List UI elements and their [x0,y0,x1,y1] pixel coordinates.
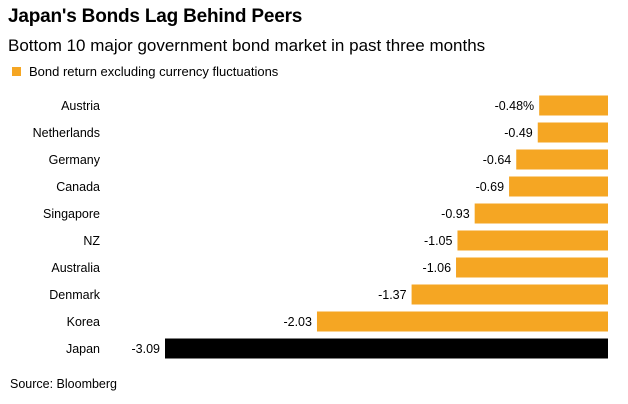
category-label: Australia [51,261,100,275]
category-label: Austria [61,99,100,113]
source-note: Source: Bloomberg [10,377,118,391]
legend: Bond return excluding currency fluctuati… [12,64,278,79]
value-label: -0.49 [504,126,533,140]
bar-singapore [474,203,608,224]
value-label: -0.64 [483,153,512,167]
value-label: -3.09 [132,342,161,356]
category-label: Canada [56,180,100,194]
chart-subtitle: Bottom 10 major government bond market i… [8,36,486,55]
category-label: NZ [83,234,100,248]
bar-japan [165,338,608,359]
category-label: Denmark [49,288,100,302]
value-label: -0.93 [441,207,470,221]
value-label: -1.05 [424,234,453,248]
bar-nz [457,230,608,251]
category-label: Germany [49,153,101,167]
bar-netherlands [537,122,608,143]
legend-swatch [12,67,21,76]
bar-korea [316,311,608,332]
category-label: Netherlands [33,126,100,140]
bar-germany [516,149,608,170]
value-label: -0.69 [476,180,505,194]
value-label: -2.03 [283,315,312,329]
chart-title: Japan's Bonds Lag Behind Peers [8,6,303,27]
value-label: -1.37 [378,288,407,302]
category-label: Singapore [43,207,100,221]
bar-canada [509,176,608,197]
value-label: -0.48% [495,99,535,113]
legend-label: Bond return excluding currency fluctuati… [29,64,279,79]
category-label: Japan [66,342,100,356]
category-label: Korea [67,315,100,329]
bar-austria [539,95,608,116]
bar-australia [456,257,608,278]
value-label: -1.06 [423,261,452,275]
bar-denmark [411,284,608,305]
